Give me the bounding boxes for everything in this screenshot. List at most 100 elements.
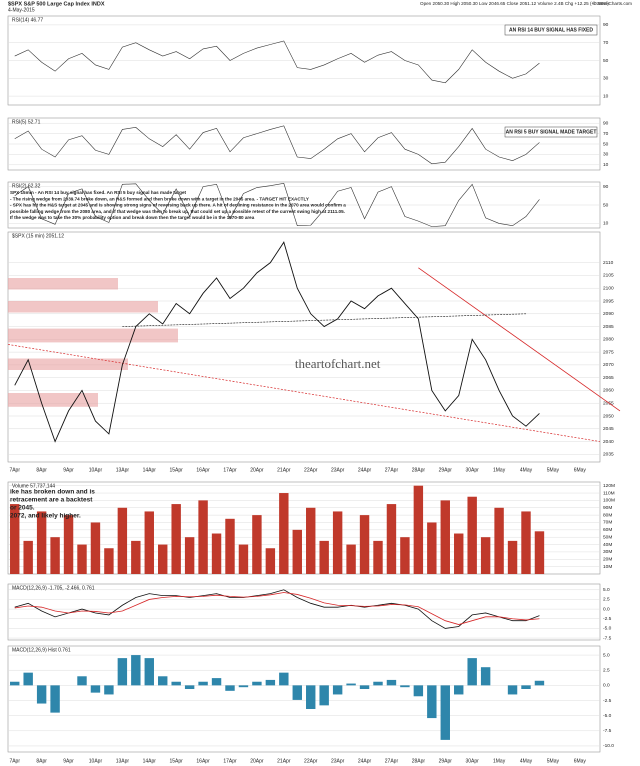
credit: © StockCharts.com	[592, 0, 632, 6]
bar	[332, 511, 343, 574]
x-tick-label: 15Apr	[170, 758, 184, 764]
bar	[454, 533, 464, 574]
y-tick-label: 5.0	[603, 587, 610, 593]
bar	[117, 507, 128, 574]
bar	[427, 522, 437, 574]
y-tick-label: 70	[603, 131, 609, 137]
bar	[50, 537, 60, 574]
x-tick-label: 4May	[520, 758, 533, 764]
y-tick-label: 2085	[603, 324, 614, 330]
bar	[104, 685, 114, 695]
series-line	[14, 40, 540, 84]
bar	[63, 515, 74, 574]
x-tick-label: 14Apr	[143, 467, 157, 473]
y-tick-label: 40M	[603, 542, 612, 548]
y-tick-label: 30	[603, 76, 609, 82]
note: 2072, and likely higher.	[10, 513, 81, 520]
y-tick-label: 80M	[603, 512, 612, 518]
note: possible falling wedge from the 2080 are…	[10, 209, 345, 214]
bar	[10, 681, 20, 686]
x-tick-label: 5May	[547, 467, 560, 473]
watermark: theartofchart.net	[295, 356, 381, 371]
y-tick-label: 2065	[603, 375, 614, 381]
bar	[36, 685, 47, 704]
bar	[184, 685, 195, 690]
bar	[23, 540, 33, 574]
bar	[292, 529, 302, 574]
x-tick-label: 24Apr	[358, 758, 372, 764]
bar	[211, 533, 222, 574]
y-tick-label: 2095	[603, 298, 614, 304]
x-tick-label: 17Apr	[223, 467, 237, 473]
x-tick-label: 8Apr	[36, 467, 47, 473]
panel-legend: Volume 57,737,144	[12, 483, 55, 489]
y-tick-label: -2.5	[603, 616, 612, 622]
y-tick-label: 90M	[603, 505, 612, 511]
note: ike has broken down and is	[10, 489, 95, 496]
bar	[359, 515, 370, 574]
bar	[211, 678, 222, 686]
y-tick-label: 2.5	[603, 597, 610, 603]
x-tick-label: 27Apr	[385, 467, 399, 473]
bar	[50, 685, 60, 713]
note: - SPX has hit the H&S target at 2045 and…	[10, 203, 346, 208]
bar	[319, 540, 329, 574]
y-tick-label: 10	[603, 221, 609, 227]
x-tick-label: 8Apr	[36, 758, 47, 764]
y-tick-label: -10.0	[603, 743, 614, 749]
bar	[534, 680, 545, 686]
y-tick-label: 2035	[603, 452, 614, 458]
panel-legend: RSI(2) 62.32	[12, 183, 41, 189]
x-tick-label: 14Apr	[143, 758, 157, 764]
bar	[238, 544, 249, 574]
y-tick-label: 2060	[603, 388, 614, 394]
panel-legend: RSI(5) 52.71	[12, 119, 41, 125]
note: SPX 15min - An RSI 14 buy signal has fix…	[10, 190, 187, 195]
note: retracement are a backtest	[10, 497, 93, 504]
y-tick-label: 120M	[603, 483, 615, 489]
y-tick-label: 10	[603, 93, 609, 99]
x-tick-label: 24Apr	[358, 467, 372, 473]
bar	[507, 540, 518, 574]
y-tick-label: 20M	[603, 557, 612, 563]
x-tick-label: 20Apr	[250, 467, 264, 473]
y-tick-label: 50	[603, 202, 609, 208]
bar	[386, 679, 397, 686]
y-tick-label: 70M	[603, 520, 612, 526]
bar	[184, 537, 195, 574]
bar	[521, 685, 531, 690]
trendline	[7, 344, 601, 442]
y-tick-label: 2070	[603, 362, 614, 368]
x-tick-label: 27Apr	[385, 758, 399, 764]
volume-profile	[8, 328, 178, 343]
y-tick-label: 2110	[603, 260, 614, 266]
symbol: $SPX S&P 500 Large Cap Index INDX	[8, 1, 105, 7]
y-tick-label: 50M	[603, 534, 612, 540]
volume-profile	[8, 358, 128, 370]
bar	[265, 679, 276, 686]
bar	[265, 548, 276, 574]
y-tick-label: -7.5	[603, 728, 612, 734]
bar	[198, 681, 208, 686]
bar	[117, 658, 128, 686]
y-tick-label: 70	[603, 40, 609, 46]
x-tick-label: 16Apr	[196, 758, 210, 764]
y-tick-label: 30M	[603, 549, 612, 555]
bar	[306, 685, 316, 709]
panel-legend: $SPX (15 min) 2051.12	[12, 233, 64, 239]
x-tick-label: 16Apr	[196, 467, 210, 473]
bar	[198, 500, 208, 574]
y-tick-label: 2.5	[603, 667, 610, 673]
x-tick-label: 10Apr	[89, 758, 103, 764]
bar	[534, 531, 545, 574]
bar	[131, 540, 141, 574]
y-tick-label: 110M	[603, 490, 615, 496]
date: 4-May-2015	[8, 7, 35, 13]
y-tick-label: 90	[603, 22, 609, 28]
x-tick-label: 10Apr	[89, 467, 103, 473]
bar	[292, 685, 302, 700]
x-tick-label: 5May	[547, 758, 560, 764]
y-tick-label: 2055	[603, 400, 614, 406]
bar	[225, 518, 235, 574]
y-tick-label: 10	[603, 162, 609, 168]
